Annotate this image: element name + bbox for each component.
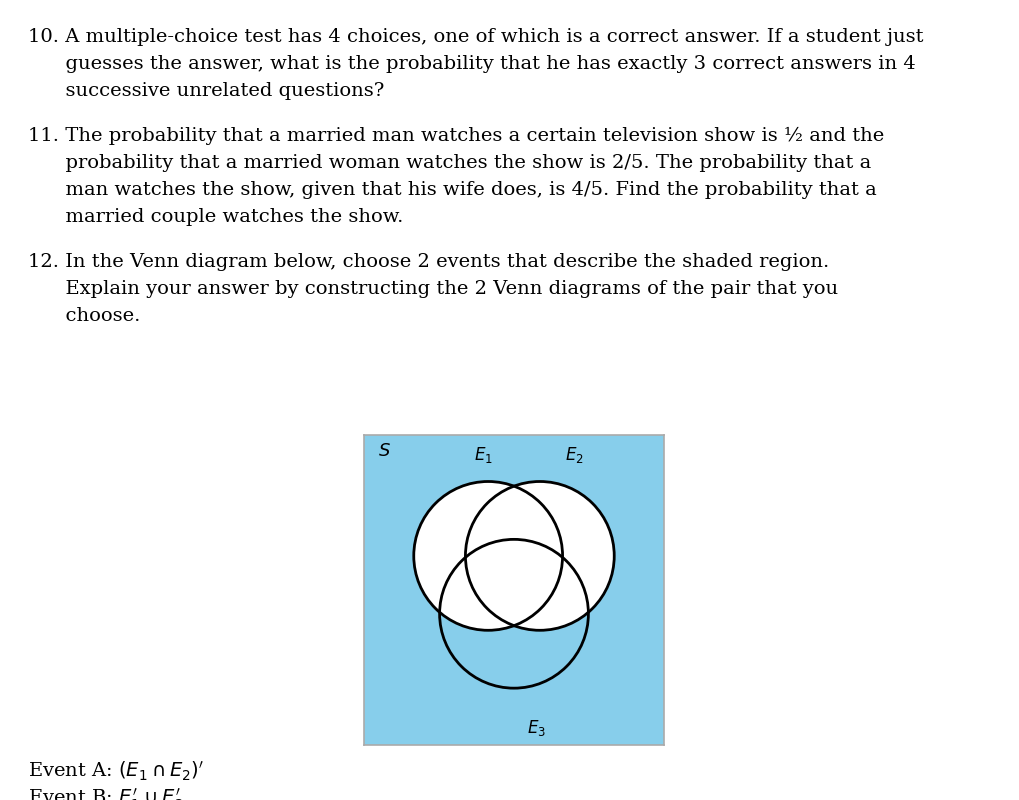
Text: $S$: $S$ bbox=[377, 442, 390, 460]
Circle shape bbox=[414, 482, 562, 630]
Circle shape bbox=[465, 482, 613, 630]
Text: 11. The probability that a married man watches a certain television show is ½ an: 11. The probability that a married man w… bbox=[28, 127, 883, 145]
Text: $E_1$: $E_1$ bbox=[473, 446, 492, 466]
Circle shape bbox=[439, 539, 588, 688]
Text: probability that a married woman watches the show is 2/5. The probability that a: probability that a married woman watches… bbox=[28, 154, 870, 172]
Polygon shape bbox=[414, 482, 613, 630]
Text: 12. In the Venn diagram below, choose 2 events that describe the shaded region.: 12. In the Venn diagram below, choose 2 … bbox=[28, 253, 828, 271]
Text: successive unrelated questions?: successive unrelated questions? bbox=[28, 82, 384, 100]
Text: married couple watches the show.: married couple watches the show. bbox=[28, 208, 403, 226]
Text: 10. A multiple-choice test has 4 choices, one of which is a correct answer. If a: 10. A multiple-choice test has 4 choices… bbox=[28, 28, 922, 46]
Text: man watches the show, given that his wife does, is 4/5. Find the probability tha: man watches the show, given that his wif… bbox=[28, 181, 876, 199]
Text: guesses the answer, what is the probability that he has exactly 3 correct answer: guesses the answer, what is the probabil… bbox=[28, 55, 915, 73]
Text: choose.: choose. bbox=[28, 307, 141, 325]
Text: Event B: $E_1^{\prime} \cup E_2^{\prime}$: Event B: $E_1^{\prime} \cup E_2^{\prime}… bbox=[28, 787, 183, 800]
Text: Explain your answer by constructing the 2 Venn diagrams of the pair that you: Explain your answer by constructing the … bbox=[28, 280, 838, 298]
Text: Event A: $(E_1 \cap E_2)^{\prime}$: Event A: $(E_1 \cap E_2)^{\prime}$ bbox=[28, 760, 204, 783]
Text: $E_2$: $E_2$ bbox=[564, 446, 583, 466]
Polygon shape bbox=[465, 486, 562, 626]
Text: $E_3$: $E_3$ bbox=[527, 718, 546, 738]
